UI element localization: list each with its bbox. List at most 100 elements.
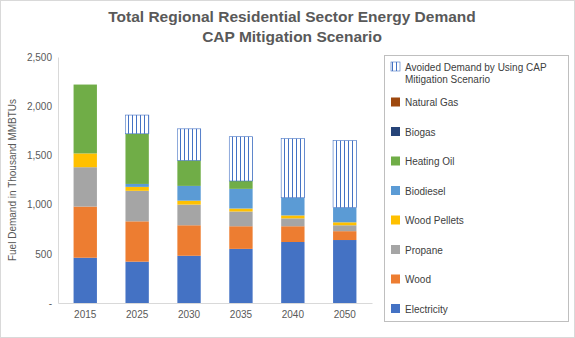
y-tick: 1,000 xyxy=(27,199,58,210)
bar xyxy=(74,258,97,303)
bar xyxy=(125,221,148,261)
bar xyxy=(177,256,200,303)
x-tick-label: 2025 xyxy=(126,309,149,320)
y-tick: 500 xyxy=(35,249,58,260)
y-tick: 2,000 xyxy=(27,101,58,112)
legend-swatch xyxy=(391,245,400,254)
bar xyxy=(74,207,97,258)
chart-frame xyxy=(1,1,575,338)
series xyxy=(74,85,253,189)
bar xyxy=(333,141,356,208)
bar xyxy=(125,184,148,187)
x-tick-label: 2030 xyxy=(178,309,201,320)
series xyxy=(125,184,356,222)
bar xyxy=(333,225,356,231)
y-tick-label: 1,500 xyxy=(27,150,52,161)
legend-swatch xyxy=(391,275,400,284)
bar xyxy=(281,198,304,216)
bar xyxy=(74,167,97,206)
x-axis-line xyxy=(59,303,373,304)
legend-label: Avoided Demand by Using CAPMitigation Sc… xyxy=(405,62,547,85)
bar xyxy=(125,115,148,134)
y-axis-title: Fuel Demand in Thousand MMBTUs xyxy=(7,99,18,261)
x-tick: 2050 xyxy=(334,303,357,320)
x-tick-label: 2035 xyxy=(230,309,253,320)
bar xyxy=(125,262,148,303)
series xyxy=(74,153,357,225)
bar xyxy=(229,249,252,303)
bar xyxy=(125,134,148,184)
bar xyxy=(74,84,97,85)
legend: Avoided Demand by Using CAPMitigation Sc… xyxy=(385,56,569,322)
legend-swatch xyxy=(391,186,400,195)
legend-swatch xyxy=(391,98,400,107)
bar xyxy=(229,137,252,181)
bar xyxy=(74,153,97,167)
bar xyxy=(177,186,200,201)
x-tick: 2025 xyxy=(126,303,149,320)
bar xyxy=(229,209,252,212)
y-tick-label: 2,500 xyxy=(27,52,52,63)
bars xyxy=(74,85,357,303)
x-axis: 2015 2025 2030 2035 2040 2050 xyxy=(59,303,373,320)
bar xyxy=(74,84,97,85)
x-tick: 2015 xyxy=(74,303,97,320)
bar xyxy=(333,208,356,223)
bar xyxy=(281,242,304,303)
title: Total Regional Residential Sector Energy… xyxy=(108,8,476,25)
x-tick: 2030 xyxy=(178,303,201,320)
legend-label: Propane xyxy=(405,245,443,256)
legend-swatch xyxy=(391,127,400,136)
bar xyxy=(74,84,97,85)
bar xyxy=(125,187,148,191)
y-tick-label: 1,000 xyxy=(27,199,52,210)
legend-label: Electricity xyxy=(405,304,448,315)
bar xyxy=(229,226,252,249)
legend-label: Wood Pellets xyxy=(405,215,464,226)
series xyxy=(74,240,357,303)
y-tick: 1,500 xyxy=(27,150,58,161)
series xyxy=(74,167,357,231)
y-tick-label: 2,000 xyxy=(27,101,52,112)
bar xyxy=(229,211,252,226)
bar xyxy=(333,240,356,303)
bar xyxy=(281,226,304,242)
y-axis-line xyxy=(58,58,59,304)
y-tick: 2,500 xyxy=(27,52,58,63)
legend-swatch xyxy=(391,62,400,71)
bar xyxy=(333,222,356,225)
bar xyxy=(177,129,200,160)
legend-label: Wood xyxy=(405,274,431,285)
subtitle: CAP Mitigation Scenario xyxy=(202,28,382,45)
y-tick-label: - xyxy=(49,298,52,309)
x-tick-label: 2050 xyxy=(334,309,357,320)
bar xyxy=(125,191,148,222)
legend-label: Heating Oil xyxy=(405,156,454,167)
bar xyxy=(229,181,252,189)
bar xyxy=(281,139,304,198)
bar xyxy=(229,189,252,209)
bar xyxy=(74,85,97,154)
legend-swatch xyxy=(391,216,400,225)
x-tick: 2035 xyxy=(230,303,253,320)
x-tick-label: 2040 xyxy=(282,309,305,320)
legend-label: Natural Gas xyxy=(405,97,458,108)
legend-label: Biogas xyxy=(405,127,436,138)
legend-swatch xyxy=(391,157,400,166)
x-tick: 2040 xyxy=(282,303,305,320)
bar xyxy=(177,201,200,205)
legend-swatch xyxy=(391,304,400,313)
bar xyxy=(177,225,200,256)
y-axis: - 500 1,000 1,500 2,000 2,500 xyxy=(27,52,59,309)
x-tick-label: 2015 xyxy=(74,309,97,320)
bar xyxy=(177,205,200,226)
bar xyxy=(177,160,200,186)
bar xyxy=(281,218,304,226)
y-tick-label: 500 xyxy=(35,249,52,260)
legend-frame xyxy=(385,56,569,322)
legend-label: Biodiesel xyxy=(405,186,446,197)
series xyxy=(125,115,356,207)
chart: Total Regional Residential Sector Energy… xyxy=(0,0,575,338)
bar xyxy=(333,231,356,240)
series xyxy=(74,207,357,262)
